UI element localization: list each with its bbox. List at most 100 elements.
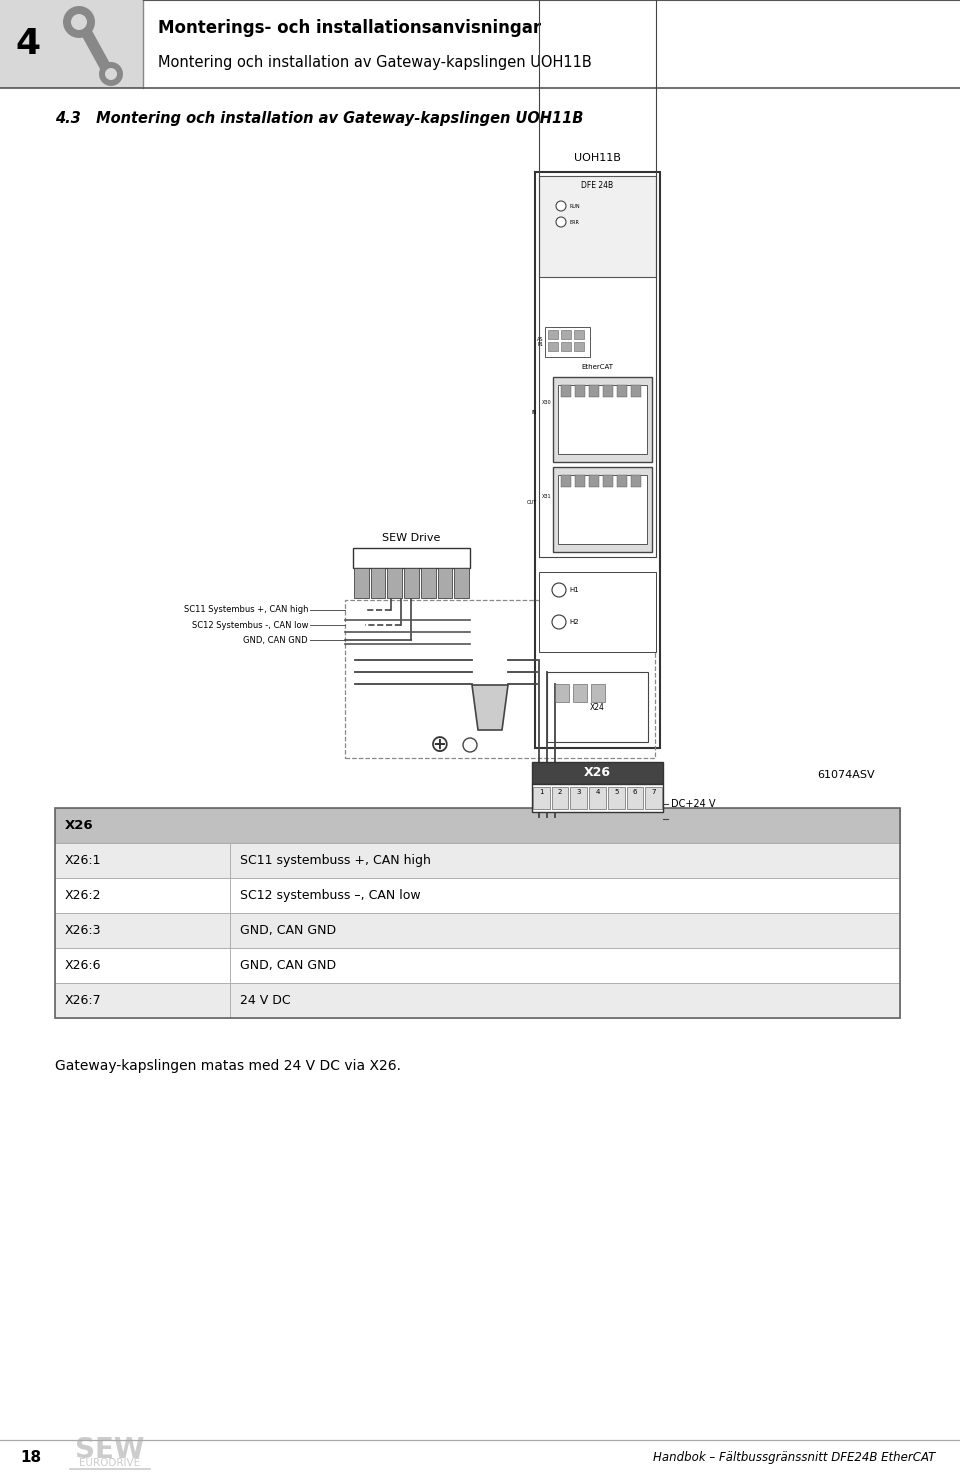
Text: X26: X26 xyxy=(65,819,94,832)
Text: SC11 Systembus +, CAN high: SC11 Systembus +, CAN high xyxy=(183,605,308,614)
Bar xyxy=(535,172,660,748)
Bar xyxy=(561,384,571,398)
Text: 2: 2 xyxy=(558,790,563,795)
Bar xyxy=(55,982,230,1018)
Text: X26:3: X26:3 xyxy=(65,924,102,937)
Text: GND, CAN GND: GND, CAN GND xyxy=(240,924,336,937)
Text: GND: GND xyxy=(671,815,693,823)
Text: 7: 7 xyxy=(652,790,656,795)
Text: EtherCAT: EtherCAT xyxy=(582,364,613,370)
Text: GND, CAN GND: GND, CAN GND xyxy=(240,959,336,972)
Bar xyxy=(548,330,558,339)
Circle shape xyxy=(99,62,123,85)
Bar xyxy=(539,572,656,653)
Circle shape xyxy=(71,15,87,29)
Text: UOH11B: UOH11B xyxy=(574,153,621,164)
Bar xyxy=(55,878,230,913)
Bar xyxy=(532,784,663,812)
Bar xyxy=(545,327,590,356)
Bar xyxy=(561,474,571,488)
Bar xyxy=(558,474,647,544)
Bar xyxy=(589,474,599,488)
Text: 4.3   Montering och installation av Gateway-kapslingen UOH11B: 4.3 Montering och installation av Gatewa… xyxy=(55,110,584,125)
Circle shape xyxy=(63,6,95,38)
Text: AS
P1: AS P1 xyxy=(537,337,543,348)
Text: SEW Drive: SEW Drive xyxy=(382,533,441,544)
Text: SEW: SEW xyxy=(75,1436,145,1464)
Bar xyxy=(371,569,385,598)
Text: Monterings- och installationsanvisningar: Monterings- och installationsanvisningar xyxy=(158,19,541,37)
Text: 6: 6 xyxy=(633,790,637,795)
Text: H1: H1 xyxy=(569,588,579,594)
Bar xyxy=(0,0,960,88)
Bar xyxy=(553,467,652,552)
Bar xyxy=(55,949,230,982)
Bar xyxy=(532,762,663,784)
Text: 3: 3 xyxy=(577,790,581,795)
Bar xyxy=(631,474,641,488)
Circle shape xyxy=(552,616,566,629)
Bar xyxy=(55,809,900,843)
Text: GND, CAN GND: GND, CAN GND xyxy=(244,635,308,645)
Bar xyxy=(55,913,230,949)
Text: ⊕: ⊕ xyxy=(430,734,450,757)
Text: Montering och installation av Gateway-kapslingen UOH11B: Montering och installation av Gateway-ka… xyxy=(158,55,591,69)
Bar xyxy=(420,569,436,598)
Bar xyxy=(561,330,571,339)
Bar xyxy=(603,384,613,398)
Circle shape xyxy=(556,200,566,211)
Bar xyxy=(574,342,584,351)
Bar xyxy=(230,843,900,878)
Circle shape xyxy=(552,583,566,597)
Text: H2: H2 xyxy=(569,619,579,625)
Bar xyxy=(547,672,648,742)
Bar xyxy=(617,384,627,398)
Bar xyxy=(55,809,900,1018)
Bar xyxy=(570,787,588,809)
Circle shape xyxy=(556,217,566,227)
Bar xyxy=(561,342,571,351)
Text: 4: 4 xyxy=(15,27,40,60)
Bar xyxy=(345,600,655,759)
Bar xyxy=(539,0,656,557)
Text: 4: 4 xyxy=(595,790,600,795)
Bar xyxy=(617,474,627,488)
Bar xyxy=(230,913,900,949)
Circle shape xyxy=(463,738,477,753)
Text: SC12 systembuss –, CAN low: SC12 systembuss –, CAN low xyxy=(240,890,420,901)
Polygon shape xyxy=(72,18,118,78)
Bar xyxy=(591,683,605,703)
Text: 1: 1 xyxy=(540,790,543,795)
Bar xyxy=(558,384,647,454)
Text: Handbok – Fältbussgränssnitt DFE24B EtherCAT: Handbok – Fältbussgränssnitt DFE24B Ethe… xyxy=(653,1451,935,1464)
Bar xyxy=(645,787,662,809)
Text: X26:6: X26:6 xyxy=(65,959,102,972)
Text: DFE 24B: DFE 24B xyxy=(582,181,613,190)
Text: SC12 Systembus -, CAN low: SC12 Systembus -, CAN low xyxy=(191,620,308,629)
Text: X26:7: X26:7 xyxy=(65,994,102,1008)
Bar xyxy=(555,683,569,703)
Bar xyxy=(230,878,900,913)
Text: X31: X31 xyxy=(542,495,552,499)
Text: RUN: RUN xyxy=(569,203,580,209)
Bar xyxy=(404,569,419,598)
Text: X24: X24 xyxy=(590,703,605,711)
Bar xyxy=(438,569,452,598)
Bar xyxy=(627,787,643,809)
Text: X30: X30 xyxy=(542,399,552,405)
Circle shape xyxy=(105,68,117,80)
Bar xyxy=(230,982,900,1018)
Text: Gateway-kapslingen matas med 24 V DC via X26.: Gateway-kapslingen matas med 24 V DC via… xyxy=(55,1059,401,1072)
Bar xyxy=(589,787,606,809)
Bar xyxy=(353,548,470,569)
Text: DC+24 V: DC+24 V xyxy=(671,798,715,809)
Text: X26:2: X26:2 xyxy=(65,890,102,901)
Bar xyxy=(55,843,230,878)
Bar xyxy=(533,787,550,809)
Bar xyxy=(575,384,585,398)
Text: 18: 18 xyxy=(20,1449,41,1464)
Bar xyxy=(573,683,587,703)
Text: EURODRIVE: EURODRIVE xyxy=(80,1458,140,1469)
Bar xyxy=(230,949,900,982)
Bar xyxy=(575,474,585,488)
